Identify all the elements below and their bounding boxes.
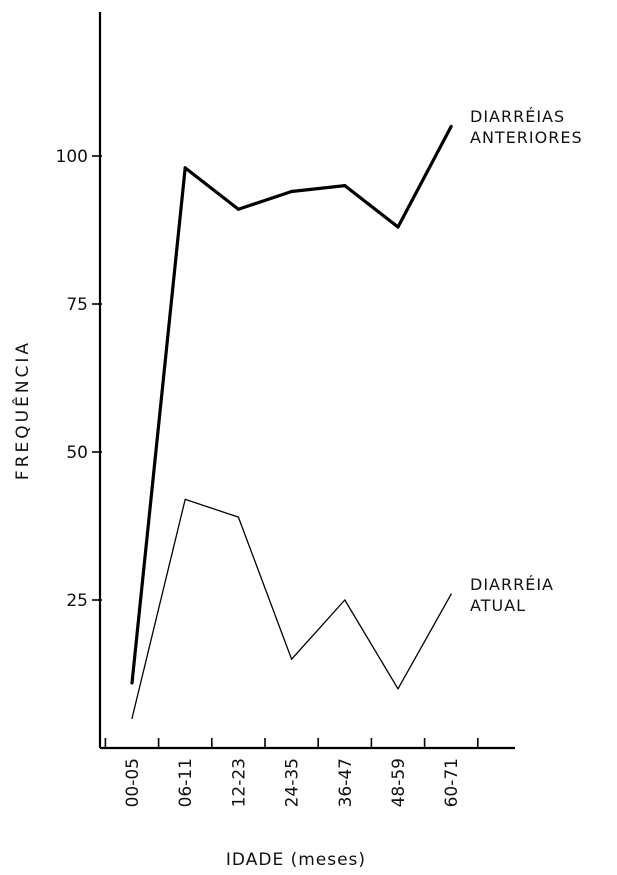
y-tick-label: 75 <box>66 295 88 315</box>
series-label: DIARRÉIAS ANTERIORES <box>470 107 583 147</box>
axes <box>98 12 515 750</box>
y-tick-label: 25 <box>66 591 88 611</box>
series-labels: DIARRÉIAS ANTERIORES DIARRÉIA ATUAL <box>470 107 583 615</box>
series-label: DIARRÉIA ATUAL <box>470 575 554 615</box>
line-segment <box>290 599 346 660</box>
x-ticks: 00-05 06-11 12-23 24-35 36-47 48-59 60-71 <box>104 738 479 807</box>
series-lines <box>130 124 453 720</box>
y-ticks: 25 50 75 100 <box>56 147 102 611</box>
line-segment <box>237 516 293 660</box>
line-segment <box>131 498 186 720</box>
y-tick-label: 50 <box>66 443 88 463</box>
line-segment <box>343 184 400 229</box>
y-axis-label: FREQUÊNCIA <box>11 340 33 480</box>
line-segment <box>397 593 452 690</box>
x-tick-label: 12-23 <box>229 758 249 807</box>
line-segment <box>344 599 399 690</box>
x-tick-label: 06-11 <box>176 758 196 807</box>
line-segment <box>183 166 240 211</box>
x-tick-label: 24-35 <box>283 758 303 807</box>
x-tick-label: 00-05 <box>123 758 143 807</box>
line-segment <box>130 166 187 685</box>
line-segment <box>290 184 347 194</box>
x-axis-label: IDADE (meses) <box>226 850 366 870</box>
x-tick-label: 48-59 <box>389 758 409 807</box>
series-anteriores <box>130 124 453 685</box>
x-tick-label: 36-47 <box>336 758 356 807</box>
line-segment <box>236 189 294 211</box>
x-tick-label: 60-71 <box>442 758 462 807</box>
y-tick-label: 100 <box>56 147 88 167</box>
line-segment <box>184 498 240 518</box>
line-segment <box>396 124 453 229</box>
series-atual <box>131 498 452 720</box>
